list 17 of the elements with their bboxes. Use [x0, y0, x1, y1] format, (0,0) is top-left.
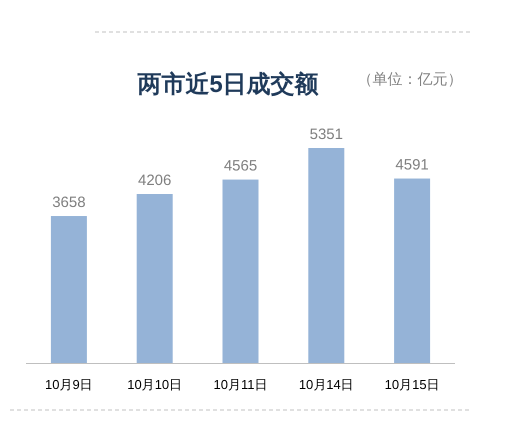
bar — [308, 148, 344, 363]
bar — [50, 216, 87, 363]
x-tick-label: 10月11日 — [214, 377, 268, 392]
bar — [136, 194, 173, 363]
text: （单位：亿元） — [358, 71, 462, 88]
x-tick-label: 10月15日 — [384, 377, 440, 392]
data-label: 4591 — [395, 156, 429, 174]
x-tick-label: 10月14日 — [298, 377, 354, 392]
bar — [394, 178, 430, 363]
x-tick-label: 10月10日 — [127, 377, 182, 392]
data-label: 4565 — [224, 158, 258, 175]
data-label: 5351 — [310, 126, 343, 143]
data-label: 3658 — [52, 194, 86, 212]
bar — [222, 180, 258, 363]
x-tick-label: 10月9日 — [45, 377, 93, 392]
data-label: 4206 — [138, 172, 172, 190]
chart-title: 两市近5日成交额 — [136, 71, 320, 98]
